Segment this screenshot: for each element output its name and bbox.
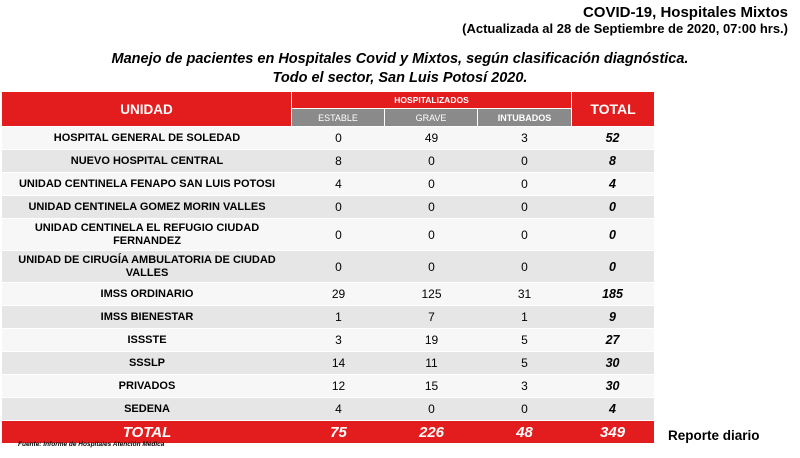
row-total: 27 <box>571 329 655 352</box>
row-grave: 0 <box>385 219 478 251</box>
row-estable: 0 <box>292 127 385 150</box>
row-intubados: 0 <box>478 219 572 251</box>
row-estable: 0 <box>292 219 385 251</box>
table-row: SSSLP 14 11 5 30 <box>2 352 655 375</box>
row-grave: 0 <box>385 251 478 283</box>
row-total: 4 <box>571 173 655 196</box>
row-total: 52 <box>571 127 655 150</box>
report-label: Reporte diario <box>668 428 760 443</box>
update-timestamp: (Actualizada al 28 de Septiembre de 2020… <box>462 21 788 36</box>
totals-grave: 226 <box>385 421 478 444</box>
row-grave: 7 <box>385 306 478 329</box>
row-grave: 0 <box>385 398 478 421</box>
row-estable: 4 <box>292 173 385 196</box>
table-row: NUEVO HOSPITAL CENTRAL 8 0 0 8 <box>2 150 655 173</box>
row-estable: 0 <box>292 196 385 219</box>
table-row: ISSSTE 3 19 5 27 <box>2 329 655 352</box>
row-total: 4 <box>571 398 655 421</box>
row-unit: IMSS ORDINARIO <box>2 283 292 306</box>
row-grave: 19 <box>385 329 478 352</box>
row-grave: 49 <box>385 127 478 150</box>
totals-estable: 75 <box>292 421 385 444</box>
column-header-unidad: UNIDAD <box>2 92 292 127</box>
row-estable: 12 <box>292 375 385 398</box>
totals-row: TOTAL 75 226 48 349 <box>2 421 655 444</box>
row-grave: 15 <box>385 375 478 398</box>
row-total: 0 <box>571 251 655 283</box>
table-subtitle-line2: Todo el sector, San Luis Potosí 2020. <box>272 70 528 86</box>
row-estable: 14 <box>292 352 385 375</box>
row-grave: 125 <box>385 283 478 306</box>
totals-total: 349 <box>571 421 655 444</box>
row-unit: ISSSTE <box>2 329 292 352</box>
row-estable: 29 <box>292 283 385 306</box>
column-header-total: TOTAL <box>571 92 655 127</box>
row-unit: SSSLP <box>2 352 292 375</box>
table-row: UNIDAD CENTINELA GOMEZ MORIN VALLES 0 0 … <box>2 196 655 219</box>
row-intubados: 0 <box>478 251 572 283</box>
row-unit: UNIDAD DE CIRUGÍA AMBULATORIA DE CIUDAD … <box>2 251 292 283</box>
row-grave: 0 <box>385 150 478 173</box>
row-unit: NUEVO HOSPITAL CENTRAL <box>2 150 292 173</box>
report-title: COVID-19, Hospitales Mixtos <box>582 4 788 21</box>
row-total: 0 <box>571 219 655 251</box>
row-unit: PRIVADOS <box>2 375 292 398</box>
row-unit: SEDENA <box>2 398 292 421</box>
table-subtitle-line1: Manejo de pacientes en Hospitales Covid … <box>111 51 689 67</box>
row-unit: IMSS BIENESTAR <box>2 306 292 329</box>
subheader-estable: ESTABLE <box>292 109 385 127</box>
row-total: 9 <box>571 306 655 329</box>
row-intubados: 5 <box>478 329 572 352</box>
row-total: 30 <box>571 375 655 398</box>
subheader-intubados: INTUBADOS <box>478 109 572 127</box>
row-total: 185 <box>571 283 655 306</box>
row-estable: 4 <box>292 398 385 421</box>
totals-label: TOTAL <box>2 421 292 444</box>
table-row: UNIDAD DE CIRUGÍA AMBULATORIA DE CIUDAD … <box>2 251 655 283</box>
row-intubados: 31 <box>478 283 572 306</box>
row-unit: UNIDAD CENTINELA GOMEZ MORIN VALLES <box>2 196 292 219</box>
table-row: IMSS BIENESTAR 1 7 1 9 <box>2 306 655 329</box>
row-intubados: 5 <box>478 352 572 375</box>
table-row: PRIVADOS 12 15 3 30 <box>2 375 655 398</box>
table-row: SEDENA 4 0 0 4 <box>2 398 655 421</box>
table-row: IMSS ORDINARIO 29 125 31 185 <box>2 283 655 306</box>
row-grave: 0 <box>385 173 478 196</box>
table-row: UNIDAD CENTINELA EL REFUGIO CIUDAD FERNA… <box>2 219 655 251</box>
column-header-hospitalizados: HOSPITALIZADOS <box>292 92 572 109</box>
row-intubados: 0 <box>478 398 572 421</box>
row-estable: 0 <box>292 251 385 283</box>
row-grave: 0 <box>385 196 478 219</box>
row-intubados: 1 <box>478 306 572 329</box>
row-intubados: 0 <box>478 173 572 196</box>
row-unit: UNIDAD CENTINELA EL REFUGIO CIUDAD FERNA… <box>2 219 292 251</box>
subheader-grave: GRAVE <box>385 109 478 127</box>
row-estable: 1 <box>292 306 385 329</box>
row-intubados: 3 <box>478 127 572 150</box>
row-intubados: 0 <box>478 150 572 173</box>
table-row: HOSPITAL GENERAL DE SOLEDAD 0 49 3 52 <box>2 127 655 150</box>
row-grave: 11 <box>385 352 478 375</box>
row-intubados: 0 <box>478 196 572 219</box>
row-total: 8 <box>571 150 655 173</box>
row-total: 30 <box>571 352 655 375</box>
table-row: UNIDAD CENTINELA FENAPO SAN LUIS POTOSI … <box>2 173 655 196</box>
totals-intubados: 48 <box>478 421 572 444</box>
hospital-table: UNIDAD HOSPITALIZADOS TOTAL ESTABLE GRAV… <box>2 92 655 444</box>
row-intubados: 3 <box>478 375 572 398</box>
source-footnote: Fuente: Informe de Hospitales Atención M… <box>18 441 165 448</box>
row-estable: 8 <box>292 150 385 173</box>
row-unit: HOSPITAL GENERAL DE SOLEDAD <box>2 127 292 150</box>
row-unit: UNIDAD CENTINELA FENAPO SAN LUIS POTOSI <box>2 173 292 196</box>
row-estable: 3 <box>292 329 385 352</box>
row-total: 0 <box>571 196 655 219</box>
